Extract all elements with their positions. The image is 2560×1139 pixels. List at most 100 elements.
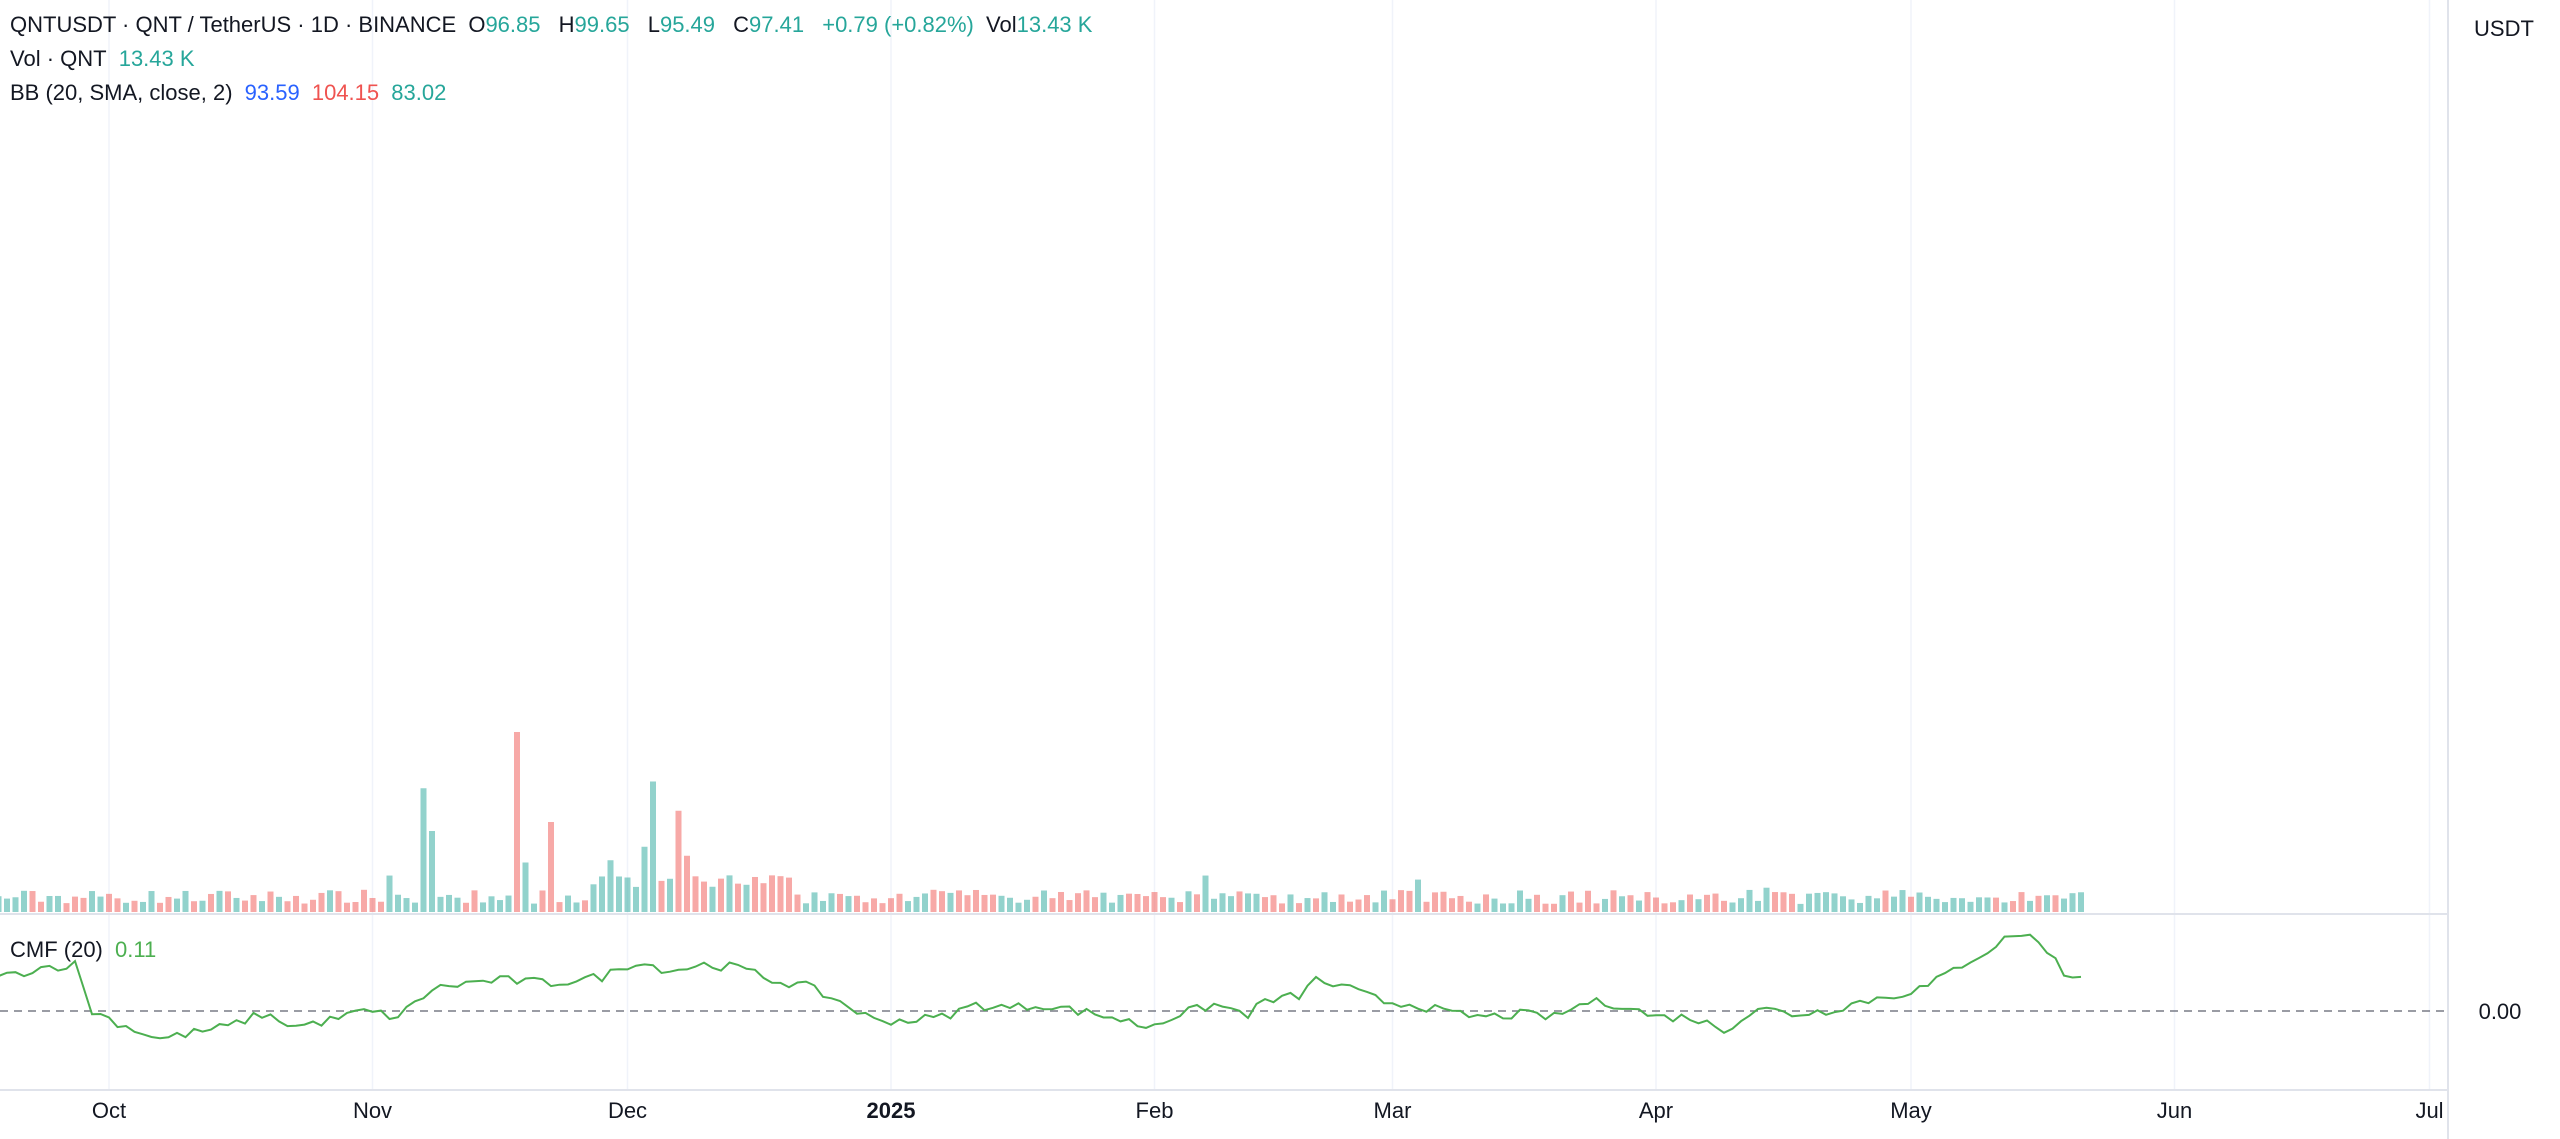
volume-bar	[709, 886, 716, 912]
volume-bar	[225, 891, 231, 912]
close-value-group: C97.41	[733, 12, 805, 37]
volume-bar	[216, 890, 223, 912]
volume-bar	[1738, 898, 1744, 912]
volume-bar	[1525, 898, 1532, 912]
volume-bar	[1874, 898, 1880, 912]
time-axis-label: Apr	[1639, 1098, 1673, 1123]
volume-bar	[1908, 896, 1914, 912]
volume-bar	[46, 895, 53, 912]
volume-bar	[412, 902, 418, 912]
cmf-legend-value: 0.11	[115, 937, 157, 962]
volume-bar	[1661, 903, 1668, 912]
symbol-legend: QNTUSDT · QNT / TetherUS · 1D · BINANCE …	[10, 12, 1104, 38]
volume-bar	[1491, 898, 1498, 912]
volume-header-group: Vol13.43 K	[986, 12, 1093, 37]
volume-bar	[633, 886, 639, 912]
volume-bar	[1474, 903, 1481, 912]
volume-bar	[939, 891, 945, 912]
volume-bar	[1993, 897, 1999, 912]
volume-bar	[531, 903, 537, 912]
cmf-axis-tick: 0.00	[2479, 999, 2522, 1024]
volume-bar	[658, 880, 665, 912]
volume-bar	[1304, 898, 1311, 912]
volume-bar	[2027, 900, 2033, 912]
volume-bar	[250, 895, 257, 912]
volume-bar	[667, 878, 673, 912]
volume-bar	[1593, 903, 1600, 912]
volume-bar	[505, 895, 512, 912]
volume-bar	[981, 894, 988, 912]
time-axis-label: Jun	[2157, 1098, 2192, 1123]
volume-bar	[1483, 894, 1489, 912]
volume-bar	[1296, 903, 1302, 912]
volume-bar	[1100, 892, 1107, 912]
volume-bar	[1160, 897, 1166, 912]
volume-bar	[1075, 893, 1081, 912]
volume-bar	[1432, 892, 1438, 912]
volume-bar	[845, 896, 852, 912]
volume-bar	[1814, 892, 1821, 912]
volume-legend[interactable]: Vol · QNT 13.43 K	[10, 46, 201, 72]
volume-bar	[463, 902, 469, 912]
volume-bar	[1143, 896, 1149, 912]
volume-bar	[1253, 893, 1260, 912]
volume-bar	[675, 810, 682, 912]
volume-bar	[1721, 900, 1727, 912]
volume-bar	[1236, 891, 1243, 912]
volume-bar	[1109, 902, 1115, 912]
volume-bar	[1695, 899, 1702, 912]
time-axis-label: 2025	[867, 1098, 916, 1123]
volume-bar	[1602, 898, 1608, 912]
volume-bar	[21, 890, 27, 912]
volume-bar	[1168, 897, 1175, 912]
volume-bar	[480, 902, 486, 912]
volume-bar	[38, 901, 44, 912]
volume-bar	[828, 893, 835, 912]
volume-bar	[1865, 895, 1872, 912]
volume-bar	[2001, 902, 2008, 912]
volume-bar	[72, 896, 78, 912]
volume-bar	[803, 903, 809, 912]
volume-bar	[1415, 879, 1421, 912]
volume-bar	[964, 895, 971, 912]
volume-bar	[327, 890, 333, 912]
volume-bar	[624, 877, 631, 912]
volume-bar	[1041, 890, 1047, 912]
volume-bar	[752, 876, 758, 912]
volume-bar	[2018, 892, 2025, 912]
volume-bar	[1653, 897, 1659, 912]
volume-bar	[1729, 902, 1736, 912]
volume-bar	[718, 878, 724, 912]
volume-bar	[2035, 895, 2042, 912]
volume-bar	[1789, 893, 1795, 912]
volume-bar	[1245, 893, 1251, 912]
cmf-legend-label: CMF (20)	[10, 937, 103, 962]
cmf-legend[interactable]: CMF (20) 0.11	[10, 937, 162, 963]
volume-bar	[514, 732, 520, 912]
time-axis-label: May	[1890, 1098, 1932, 1123]
volume-bar	[1950, 897, 1957, 912]
bb-legend-label: BB (20, SMA, close, 2)	[10, 80, 233, 105]
bb-legend[interactable]: BB (20, SMA, close, 2) 93.59 104.15 83.0…	[10, 80, 452, 106]
volume-bar	[403, 898, 410, 912]
volume-bar	[1066, 900, 1073, 912]
volume-bar	[182, 890, 189, 912]
volume-bar	[80, 897, 87, 912]
volume-bar	[616, 876, 622, 912]
volume-bar	[4, 898, 10, 912]
volume-bar	[1338, 894, 1345, 912]
volume-bar	[922, 893, 928, 912]
volume-bar	[318, 892, 325, 912]
volume-bar	[1840, 896, 1846, 912]
volume-bar	[888, 898, 894, 912]
volume-bar	[395, 894, 401, 912]
volume-bar	[998, 895, 1005, 912]
volume-bar	[1228, 896, 1234, 912]
volume-bar	[1015, 902, 1022, 912]
volume-bar	[1219, 893, 1226, 912]
volume-bar	[1687, 894, 1693, 912]
cmf-line	[0, 933, 2082, 1040]
volume-bar	[29, 891, 36, 912]
